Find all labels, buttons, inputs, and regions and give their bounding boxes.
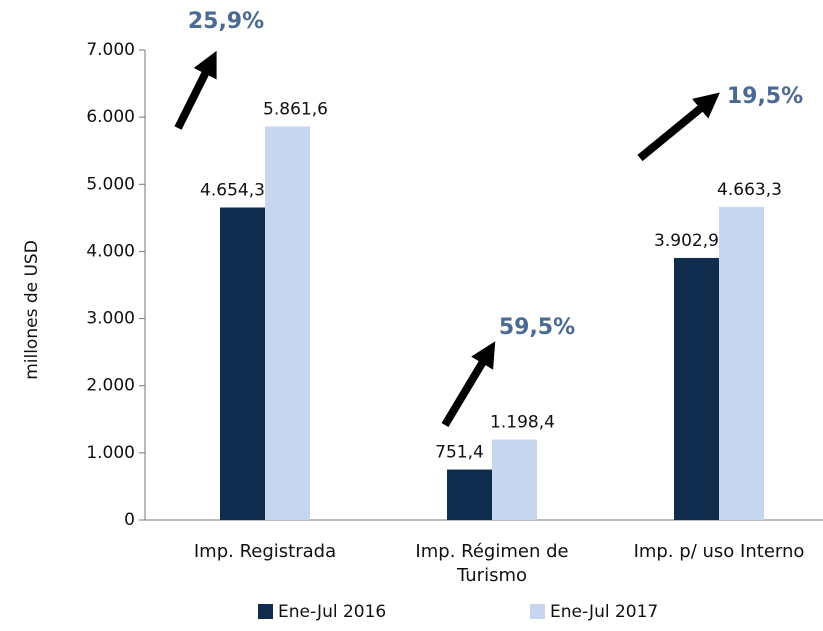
data-label: 5.861,6	[263, 99, 328, 119]
arrow	[441, 341, 496, 428]
bar	[220, 207, 265, 520]
y-tick-label: 6.000	[86, 107, 135, 127]
legend-swatch	[530, 604, 545, 619]
data-label: 4.663,3	[717, 180, 782, 200]
y-tick-label: 5.000	[86, 174, 135, 194]
y-axis-label: millones de USD	[22, 240, 42, 380]
y-tick-label: 7.000	[86, 40, 135, 60]
data-label: 1.198,4	[490, 413, 555, 433]
bar	[719, 206, 764, 521]
y-tick-label: 1.000	[86, 443, 135, 463]
y-tick-label: 3.000	[86, 309, 135, 329]
bar	[447, 469, 492, 520]
y-tick-label: 2.000	[86, 376, 135, 396]
arrow	[174, 50, 217, 130]
legend-label: Ene-Jul 2017	[550, 602, 658, 622]
y-tick-label: 0	[124, 510, 135, 530]
annotation: 19,5%	[727, 84, 803, 109]
data-label: 3.902,9	[654, 231, 719, 251]
bar	[265, 126, 310, 520]
x-tick-label: Imp. p/ uso Interno	[633, 541, 805, 562]
y-tick-label: 4.000	[86, 241, 135, 261]
bar	[492, 439, 537, 520]
arrow	[637, 92, 720, 162]
x-tick-label: Imp. Registrada	[193, 541, 337, 562]
data-label: 751,4	[435, 443, 484, 463]
legend-swatch	[258, 604, 273, 619]
annotation: 59,5%	[499, 315, 575, 340]
annotation: 25,9%	[188, 9, 264, 34]
legend-label: Ene-Jul 2016	[278, 602, 386, 622]
x-tick-label: Imp. Régimen de Turismo	[415, 541, 569, 586]
bar	[674, 257, 719, 520]
data-label: 4.654,3	[200, 180, 265, 200]
